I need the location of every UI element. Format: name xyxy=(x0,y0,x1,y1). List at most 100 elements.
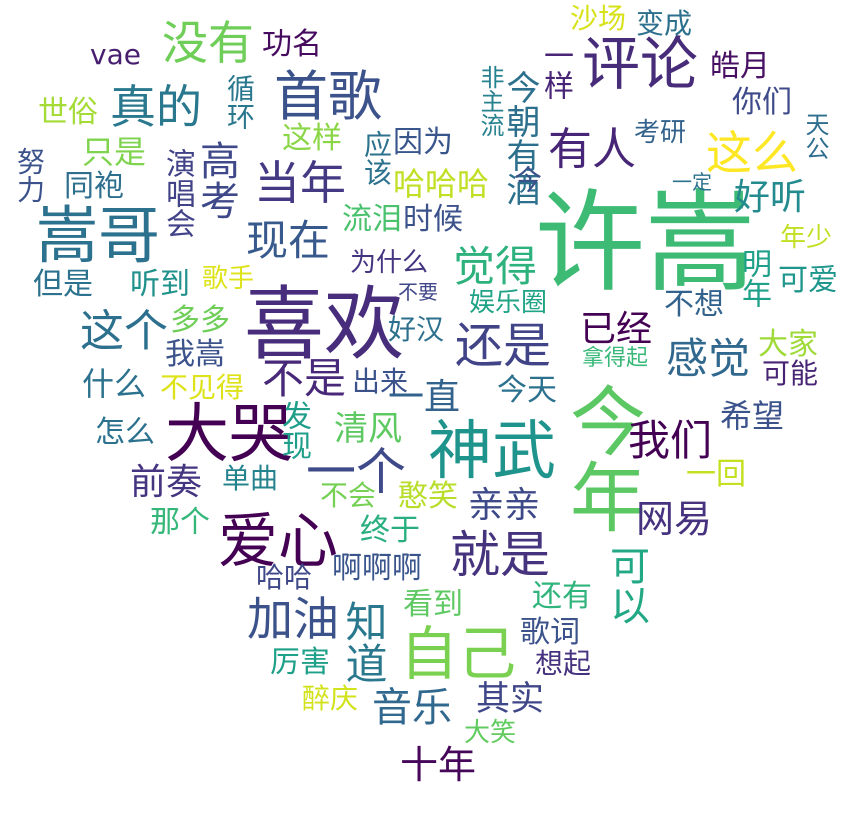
word-yiyang: 一样 xyxy=(538,40,573,100)
word-xihuan: 喜欢 xyxy=(244,278,404,371)
word-songge: 嵩哥 xyxy=(36,199,161,272)
word-chulai: 出来 xyxy=(352,365,409,398)
word-duoduo: 多多 xyxy=(170,303,230,338)
word-hahaha: 哈哈哈 xyxy=(393,165,490,203)
word-qingfeng: 清风 xyxy=(334,409,402,449)
word-yige: 一个 xyxy=(306,443,406,501)
word-haha: 哈哈 xyxy=(256,561,313,594)
word-shihou: 时候 xyxy=(403,202,463,237)
word-yanchanghui: 演唱会 xyxy=(160,148,195,238)
word-gongming: 功名 xyxy=(262,27,322,62)
word-juede: 觉得 xyxy=(453,242,538,291)
word-jintian: 今天 xyxy=(497,373,557,408)
word-zuiqing: 醉庆 xyxy=(302,682,359,715)
word-buhui: 不会 xyxy=(320,479,377,512)
word-jiushi: 就是 xyxy=(450,526,550,584)
word-yinggai: 应该 xyxy=(360,130,393,186)
word-dajia: 大家 xyxy=(758,327,818,362)
word-shenwu: 神武 xyxy=(428,415,556,489)
word-women: 我们 xyxy=(628,416,713,465)
word-meiyou: 没有 xyxy=(162,16,254,70)
word-keai: 可爱 xyxy=(778,263,838,298)
word-wangyi: 网易 xyxy=(636,497,713,541)
word-lihai: 厉害 xyxy=(270,645,330,680)
word-liulei: 流泪 xyxy=(342,202,402,237)
word-vae: vae xyxy=(90,38,141,71)
word-yinyue: 音乐 xyxy=(372,685,452,731)
word-yiding: 一定 xyxy=(672,170,712,194)
word-shenme: 什么 xyxy=(82,365,147,403)
word-nage: 那个 xyxy=(150,505,210,540)
word-haoting: 好听 xyxy=(734,177,807,218)
word-zhidao: 知道 xyxy=(339,600,388,684)
word-nianshao: 年少 xyxy=(780,223,833,253)
word-zheyang: 这样 xyxy=(282,121,342,156)
word-kandao: 看到 xyxy=(403,587,463,622)
word-jinzhaoyoujiu: 今朝有酒 xyxy=(500,70,540,206)
word-kaoyan: 考研 xyxy=(634,118,687,148)
word-yihui: 一回 xyxy=(686,457,746,492)
word-qinqin: 亲亲 xyxy=(468,485,541,526)
word-buxiang: 不想 xyxy=(664,287,724,322)
word-hanxiao: 憨笑 xyxy=(398,479,458,514)
word-shouge: 首歌 xyxy=(274,65,382,128)
word-yulequan: 娱乐圈 xyxy=(469,288,548,318)
word-zheme: 这么 xyxy=(706,126,798,180)
word-jin: 今 xyxy=(510,165,543,193)
word-biancheng: 变成 xyxy=(636,7,693,40)
word-xianzai: 现在 xyxy=(246,216,331,265)
word-geshou: 歌手 xyxy=(202,264,255,294)
word-dangnian: 当年 xyxy=(254,156,346,210)
word-weishenme: 为什么 xyxy=(350,248,429,278)
word-haoyue: 皓月 xyxy=(710,49,770,84)
word-yinwei: 因为 xyxy=(393,125,453,160)
word-buyao: 不要 xyxy=(398,280,438,304)
word-xiangqi: 想起 xyxy=(535,647,592,680)
word-zhege: 这个 xyxy=(80,306,168,357)
word-aixin: 爱心 xyxy=(218,507,338,577)
word-nadeqi: 拿得起 xyxy=(582,346,649,371)
word-ganjue: 感觉 xyxy=(666,334,751,383)
word-qianzou: 前奏 xyxy=(130,462,203,503)
word-xusong: 许嵩 xyxy=(535,179,755,307)
word-bujiande: 不见得 xyxy=(160,371,245,404)
word-yizhi: 一直 xyxy=(388,377,461,418)
word-qishi: 其实 xyxy=(476,679,544,719)
word-shachang: 沙场 xyxy=(570,2,627,35)
word-youren: 有人 xyxy=(548,124,636,175)
word-keyi: 可以 xyxy=(603,545,649,625)
word-haiyou: 还有 xyxy=(532,579,592,614)
word-tongpao: 同袍 xyxy=(64,169,124,204)
word-jiayou: 加油 xyxy=(247,592,339,646)
word-tiangong: 天公 xyxy=(801,112,829,160)
word-zenme: 怎么 xyxy=(95,415,155,450)
word-xiwang: 希望 xyxy=(720,397,785,435)
word-danshi: 但是 xyxy=(33,267,93,302)
word-nuli: 努力 xyxy=(13,147,46,203)
word-aaa: 啊啊啊 xyxy=(332,551,422,586)
word-feizhuliu: 非主流 xyxy=(476,65,504,137)
word-geci: 歌词 xyxy=(520,615,580,650)
word-danqu: 单曲 xyxy=(222,462,279,495)
word-zhongyu: 终于 xyxy=(360,513,420,548)
word-nimen: 你们 xyxy=(732,85,792,120)
word-shisu: 世俗 xyxy=(38,95,98,130)
word-gaokao: 高考 xyxy=(193,140,239,220)
word-daku: 大哭 xyxy=(165,398,293,472)
word-shinian: 十年 xyxy=(400,743,477,787)
word-keneng: 可能 xyxy=(762,357,819,390)
word-xunhuan: 循环 xyxy=(223,74,256,130)
word-daxiao: 大笑 xyxy=(464,718,517,748)
word-zhende: 真的 xyxy=(110,80,202,134)
word-mingnian: 明年 xyxy=(736,248,771,308)
word-ziji: 自己 xyxy=(400,620,517,688)
word-wosong: 我嵩 xyxy=(165,337,225,372)
word-zhishi: 只是 xyxy=(82,133,147,171)
word-faxian: 发现 xyxy=(276,400,311,460)
word-jinnian: 今年 xyxy=(557,382,646,534)
word-haohan: 好汉 xyxy=(388,313,445,346)
word-tingdao: 听到 xyxy=(130,267,190,302)
word-yijing: 已经 xyxy=(580,309,653,350)
word-haishi: 还是 xyxy=(455,318,552,374)
